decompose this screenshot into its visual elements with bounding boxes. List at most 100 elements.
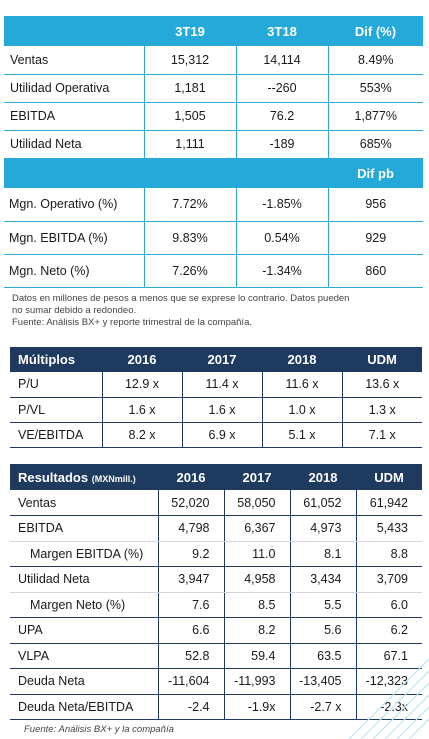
row-label: Margen EBITDA (%) — [10, 541, 158, 567]
header-cell: 3T19 — [144, 16, 236, 46]
cell: 67.1 — [355, 643, 422, 669]
cell: 6.2 — [355, 617, 422, 644]
cell: 11.6 x — [261, 372, 342, 398]
cell: -11,993 — [223, 668, 290, 695]
table-header-row: Múltiplos 2016 2017 2018 UDM — [10, 347, 422, 372]
cell: -11,604 — [157, 668, 224, 695]
table-row: P/VL 1.6 x 1.6 x 1.0 x 1.3 x — [10, 397, 422, 423]
header-cell: Resultados (MXNmill.) — [10, 464, 158, 490]
note-source: Fuente: Análisis BX+ y reporte trimestra… — [12, 317, 252, 328]
row-label: Utilidad Operativa — [4, 74, 144, 103]
cell: 9.2 — [157, 541, 224, 567]
cell: -2.3x — [355, 694, 422, 720]
header-cell — [4, 16, 144, 46]
row-label: Mgn. Operativo (%) — [4, 188, 144, 222]
header-title: Resultados — [18, 469, 89, 485]
table-row: Mgn. EBITDA (%) 9.83% 0.54% 929 — [4, 221, 423, 255]
header-cell: Dif (%) — [328, 16, 423, 46]
header-cell: 2017 — [182, 347, 262, 372]
cell: 1.3 x — [341, 397, 422, 423]
header-cell — [4, 158, 144, 188]
cell: 3,434 — [289, 566, 356, 593]
cell: 7.6 — [157, 592, 224, 618]
cell: 61,942 — [355, 490, 422, 516]
cell: 956 — [327, 188, 423, 222]
row-label: Mgn. EBITDA (%) — [4, 221, 144, 255]
table-row: UPA 6.6 8.2 5.6 6.2 — [10, 617, 422, 644]
cell: 1.6 x — [101, 397, 182, 423]
cell: 1,877% — [327, 102, 423, 131]
cell: 4,798 — [157, 515, 224, 542]
header-cell — [144, 158, 236, 188]
cell: 9.83% — [143, 221, 236, 255]
cell: 6.6 — [157, 617, 224, 644]
cell: 52,020 — [157, 490, 224, 516]
cell: 59.4 — [223, 643, 290, 669]
cell: 5.5 — [289, 592, 356, 618]
row-label: UPA — [10, 617, 158, 644]
table-row: Margen EBITDA (%) 9.2 11.0 8.1 8.8 — [10, 541, 422, 567]
row-label: Deuda Neta/EBITDA — [10, 694, 158, 720]
table-row: P/U 12.9 x 11.4 x 11.6 x 13.6 x — [10, 372, 422, 398]
cell: -2.4 — [157, 694, 224, 720]
cell: 4,958 — [223, 566, 290, 593]
cell: 685% — [327, 130, 423, 159]
table-row: Deuda Neta/EBITDA -2.4 -1.9x -2.7 x -2.3… — [10, 694, 422, 720]
cell: 7.72% — [143, 188, 236, 222]
row-label: P/VL — [10, 397, 102, 423]
cell: 7.26% — [143, 254, 236, 288]
row-label: Utilidad Neta — [4, 130, 144, 159]
table-row: EBITDA 1,505 76.2 1,877% — [4, 102, 423, 131]
row-label: VE/EBITDA — [10, 422, 102, 448]
cell: 1.0 x — [261, 397, 342, 423]
table-row: Ventas 15,312 14,114 8.49% — [4, 46, 423, 75]
cell: 11.0 — [223, 541, 290, 567]
row-label: Mgn. Neto (%) — [4, 254, 144, 288]
header-cell: Múltiplos — [10, 347, 102, 372]
cell: 61,052 — [289, 490, 356, 516]
table-row: Ventas 52,020 58,050 61,052 61,942 — [10, 490, 422, 516]
cell: 5,433 — [355, 515, 422, 542]
table-row: Deuda Neta -11,604 -11,993 -13,405 -12,3… — [10, 668, 422, 695]
header-cell: UDM — [342, 347, 422, 372]
cell: 8.2 x — [101, 422, 182, 448]
cell: 11.4 x — [181, 372, 262, 398]
row-label: Utilidad Neta — [10, 566, 158, 593]
header-cell: Dif pb — [328, 158, 423, 188]
row-label: Margen Neto (%) — [10, 592, 158, 618]
cell: 3,709 — [355, 566, 422, 593]
cell: 8.1 — [289, 541, 356, 567]
cell: 13.6 x — [341, 372, 422, 398]
table-row: Mgn. Neto (%) 7.26% -1.34% 860 — [4, 254, 423, 288]
cell: 14,114 — [235, 46, 328, 75]
header-cell: 2018 — [290, 464, 356, 490]
cell: 4,973 — [289, 515, 356, 542]
cell: -1.85% — [235, 188, 328, 222]
cell: 15,312 — [143, 46, 236, 75]
header-cell: 2017 — [224, 464, 290, 490]
cell: -189 — [235, 130, 328, 159]
cell: 8.2 — [223, 617, 290, 644]
note-line: no sumar debido a redondeo. — [12, 305, 137, 316]
header-cell: 2016 — [102, 347, 182, 372]
header-unit: (MXNmill.) — [91, 473, 136, 484]
cell: 63.5 — [289, 643, 356, 669]
row-label: Ventas — [4, 46, 144, 75]
note-line: Datos en millones de pesos a menos que s… — [12, 293, 350, 304]
table-row: VE/EBITDA 8.2 x 6.9 x 5.1 x 7.1 x — [10, 422, 422, 448]
cell: 929 — [327, 221, 423, 255]
row-label: EBITDA — [4, 102, 144, 131]
cell: 0.54% — [235, 221, 328, 255]
cell: 58,050 — [223, 490, 290, 516]
cell: 52.8 — [157, 643, 224, 669]
cell: 1,111 — [143, 130, 236, 159]
cell: 12.9 x — [101, 372, 182, 398]
cell: 1,505 — [143, 102, 236, 131]
row-label: P/U — [10, 372, 102, 398]
table-row: Utilidad Neta 1,111 -189 685% — [4, 130, 423, 159]
cell: 8.8 — [355, 541, 422, 567]
header-cell — [236, 158, 328, 188]
table-row: Utilidad Neta 3,947 4,958 3,434 3,709 — [10, 566, 422, 593]
cell: -13,405 — [289, 668, 356, 695]
table-header-row: Resultados (MXNmill.) 2016 2017 2018 UDM — [10, 464, 422, 490]
